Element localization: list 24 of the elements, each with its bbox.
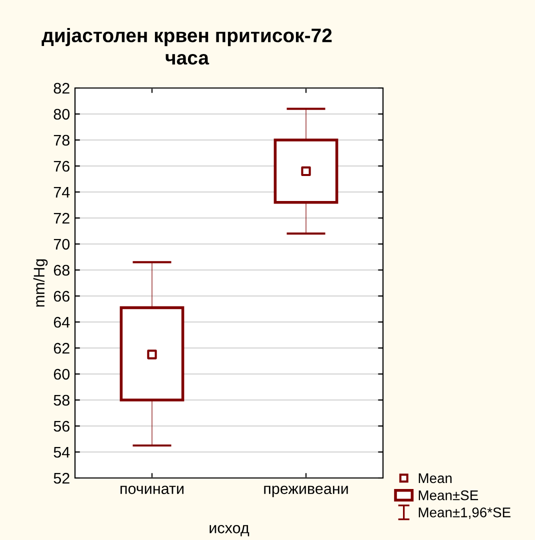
- y-tick-label: 58: [54, 394, 70, 406]
- y-tick-label: 62: [54, 342, 70, 354]
- legend-label: Mean±SE: [418, 490, 478, 500]
- y-tick-label: 68: [54, 264, 70, 276]
- y-tick-label: 56: [54, 420, 70, 432]
- y-tick-label: 78: [54, 134, 70, 146]
- y-tick-label: 74: [54, 187, 70, 198]
- chart-title: дијастолен крвен притисок-72 часа: [42, 28, 332, 65]
- legend-label: Mean: [418, 473, 452, 484]
- y-tick-label: 60: [54, 368, 70, 380]
- x-tick-label: преживеани: [264, 486, 348, 498]
- legend-label: Mean±1,96*SE: [418, 508, 510, 519]
- y-tick-label: 82: [54, 82, 70, 94]
- y-tick-label: 76: [54, 160, 70, 172]
- y-axis-title: mm/Hg: [33, 259, 48, 307]
- x-tick-label: починати: [120, 486, 184, 494]
- y-tick-label: 70: [54, 238, 70, 250]
- y-tick-label: 52: [54, 472, 70, 484]
- x-axis-title: исход: [210, 524, 250, 536]
- y-tick-label: 80: [54, 108, 70, 120]
- y-tick-label: 66: [54, 290, 70, 302]
- y-tick-label: 54: [54, 447, 70, 458]
- y-tick-label: 64: [54, 316, 70, 328]
- y-tick-label: 72: [54, 212, 70, 224]
